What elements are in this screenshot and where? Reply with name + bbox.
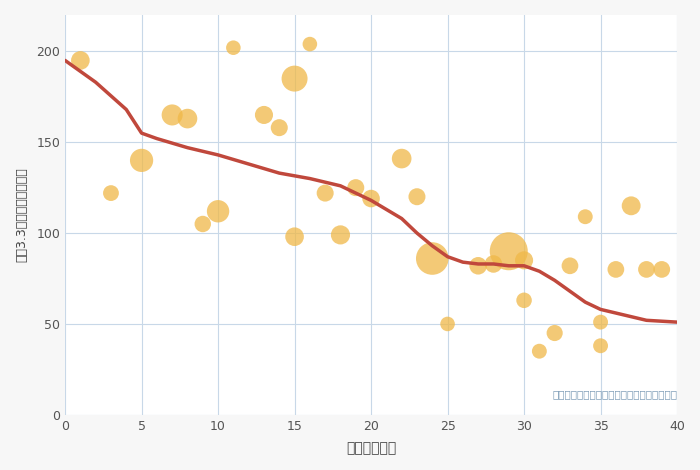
Point: [549, 329, 560, 337]
Y-axis label: 坪（3.3㎡）単価（万円）: 坪（3.3㎡）単価（万円）: [15, 167, 28, 262]
Point: [534, 347, 545, 355]
Point: [258, 111, 270, 119]
Point: [488, 260, 499, 268]
Point: [365, 195, 377, 202]
Point: [442, 320, 453, 328]
Point: [519, 297, 530, 304]
Point: [106, 189, 117, 197]
Point: [320, 189, 331, 197]
Point: [182, 115, 193, 122]
Point: [396, 155, 407, 162]
Point: [503, 248, 514, 255]
Point: [641, 266, 652, 273]
Point: [136, 157, 147, 164]
Point: [289, 233, 300, 241]
Point: [197, 220, 209, 228]
Text: 円の大きさは、取引のあった物件面積を示す: 円の大きさは、取引のあった物件面積を示す: [552, 389, 677, 399]
Point: [427, 255, 438, 262]
Point: [595, 318, 606, 326]
Point: [519, 257, 530, 264]
Point: [412, 193, 423, 201]
Point: [473, 262, 484, 270]
Point: [289, 75, 300, 82]
Point: [564, 262, 575, 270]
Point: [213, 208, 224, 215]
Point: [274, 124, 285, 132]
Point: [595, 342, 606, 350]
Point: [75, 57, 86, 64]
Point: [610, 266, 622, 273]
Point: [304, 40, 316, 48]
X-axis label: 築年数（年）: 築年数（年）: [346, 441, 396, 455]
Point: [228, 44, 239, 52]
Point: [626, 202, 637, 210]
Point: [656, 266, 667, 273]
Point: [335, 231, 346, 239]
Point: [350, 184, 361, 191]
Point: [167, 111, 178, 119]
Point: [580, 213, 591, 220]
